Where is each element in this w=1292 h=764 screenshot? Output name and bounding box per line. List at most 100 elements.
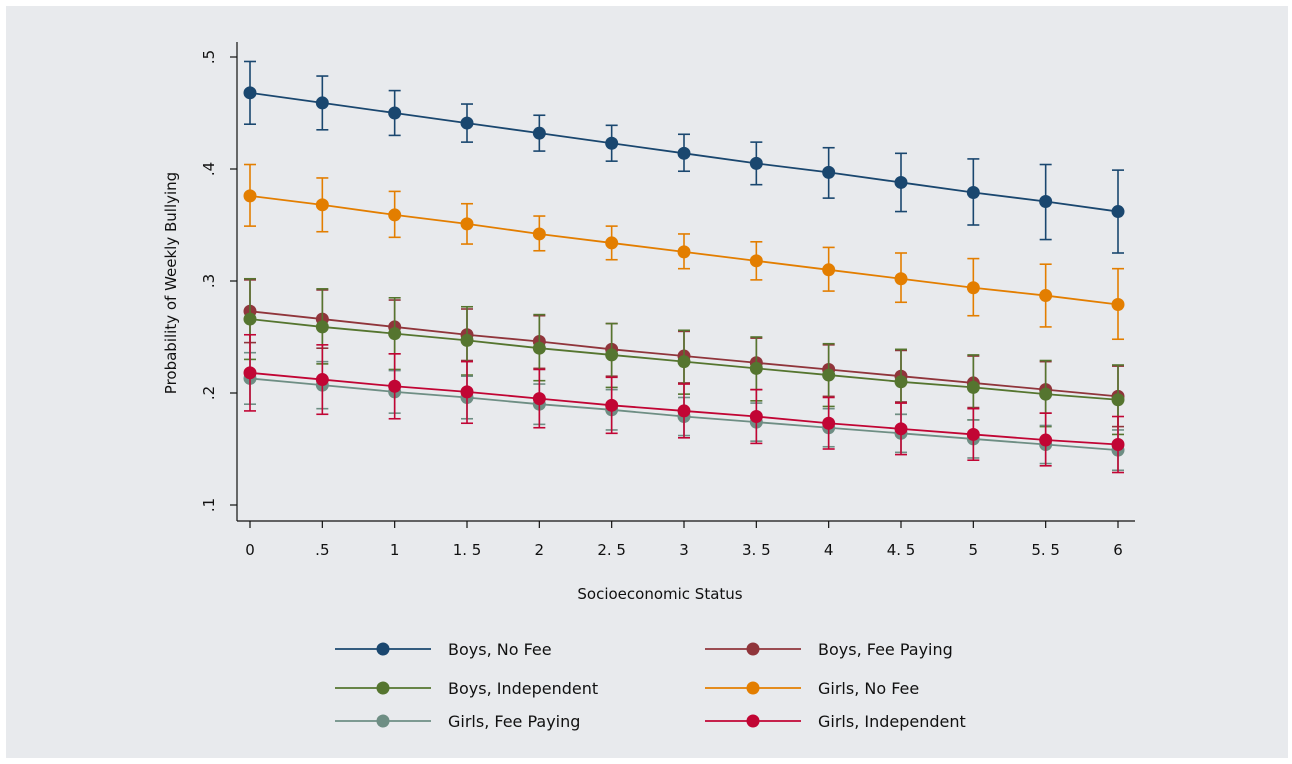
legend-marker xyxy=(746,642,760,656)
data-point xyxy=(966,380,980,394)
data-point xyxy=(749,254,763,268)
data-point xyxy=(677,146,691,160)
y-tick-label: .5 xyxy=(200,50,218,64)
data-point xyxy=(894,422,908,436)
data-point xyxy=(605,136,619,150)
legend-label: Girls, Fee Paying xyxy=(448,712,580,731)
x-tick-label: 3. 5 xyxy=(742,541,771,559)
legend-label: Boys, No Fee xyxy=(448,640,552,659)
data-point xyxy=(677,355,691,369)
data-point xyxy=(749,361,763,375)
x-tick-label: 5 xyxy=(969,541,979,559)
legend-marker xyxy=(376,642,390,656)
legend-marker xyxy=(376,714,390,728)
x-tick-label: .5 xyxy=(315,541,329,559)
data-point xyxy=(460,385,474,399)
legend: Boys, No Fee Boys, Fee Paying Boys, Indepe… xyxy=(335,640,966,731)
data-point xyxy=(605,348,619,362)
legend-item-boys-independent: Boys, Independent xyxy=(335,679,598,698)
x-tick-label: 4. 5 xyxy=(887,541,916,559)
data-point xyxy=(677,404,691,418)
data-point xyxy=(894,272,908,286)
legend-marker xyxy=(376,681,390,695)
data-point xyxy=(388,208,402,222)
x-tick-label: 1 xyxy=(390,541,400,559)
data-point xyxy=(1111,205,1125,219)
x-tick-label: 5. 5 xyxy=(1031,541,1060,559)
data-point xyxy=(966,281,980,295)
data-point xyxy=(822,263,836,277)
series-girls-no-fee xyxy=(243,163,1125,341)
x-axis-ticks: 0 .5 1 1. 5 2 2. 5 3 3. 5 4 4. 5 5 5. 5 6 xyxy=(245,521,1123,559)
data-point xyxy=(822,368,836,382)
data-point xyxy=(749,156,763,170)
data-point xyxy=(243,189,257,203)
y-tick-label: .4 xyxy=(200,162,218,176)
data-point xyxy=(460,333,474,347)
y-axis-title: Probability of Weekly Bullying xyxy=(162,172,180,394)
y-tick-label: .1 xyxy=(200,498,218,512)
legend-label: Girls, Independent xyxy=(818,712,966,731)
data-point xyxy=(677,245,691,259)
series-boys-no-fee xyxy=(243,60,1125,254)
data-point xyxy=(1111,393,1125,407)
x-tick-label: 4 xyxy=(824,541,834,559)
legend-marker xyxy=(746,714,760,728)
data-point xyxy=(749,410,763,424)
series-layer xyxy=(243,60,1125,474)
data-point xyxy=(315,96,329,110)
data-point xyxy=(532,341,546,355)
data-point xyxy=(388,327,402,341)
data-point xyxy=(1111,298,1125,312)
legend-item-girls-independent: Girls, Independent xyxy=(705,712,966,731)
data-point xyxy=(966,427,980,441)
legend-label: Boys, Independent xyxy=(448,679,598,698)
legend-label: Girls, No Fee xyxy=(818,679,919,698)
data-point xyxy=(243,86,257,100)
y-tick-label: .3 xyxy=(200,274,218,288)
x-tick-label: 2 xyxy=(535,541,545,559)
data-point xyxy=(1039,433,1053,447)
legend-item-girls-no-fee: Girls, No Fee xyxy=(705,679,919,698)
data-point xyxy=(243,366,257,380)
data-point xyxy=(605,398,619,412)
legend-item-boys-no-fee: Boys, No Fee xyxy=(335,640,552,659)
data-point xyxy=(532,126,546,140)
x-axis-title: Socioeconomic Status xyxy=(577,585,742,603)
x-tick-label: 6 xyxy=(1113,541,1123,559)
data-point xyxy=(605,236,619,250)
data-point xyxy=(1111,438,1125,452)
y-tick-label: .2 xyxy=(200,386,218,400)
legend-label: Boys, Fee Paying xyxy=(818,640,953,659)
data-point xyxy=(315,373,329,387)
plot-background xyxy=(237,42,1135,521)
data-point xyxy=(894,375,908,389)
y-axis-ticks: .1 .2 .3 .4 .5 xyxy=(200,50,237,512)
x-tick-label: 3 xyxy=(679,541,689,559)
data-point xyxy=(532,392,546,406)
x-tick-label: 2. 5 xyxy=(597,541,626,559)
data-point xyxy=(822,416,836,430)
data-point xyxy=(1039,387,1053,401)
data-point xyxy=(315,198,329,212)
data-point xyxy=(894,175,908,189)
legend-item-boys-fee-paying: Boys, Fee Paying xyxy=(705,640,953,659)
data-point xyxy=(966,186,980,200)
legend-marker xyxy=(746,681,760,695)
data-point xyxy=(460,116,474,130)
x-tick-label: 0 xyxy=(245,541,255,559)
data-point xyxy=(1039,289,1053,303)
data-point xyxy=(460,217,474,231)
data-point xyxy=(315,320,329,334)
data-point xyxy=(388,106,402,120)
series-girls-independent xyxy=(243,333,1125,474)
data-point xyxy=(1039,194,1053,208)
data-point xyxy=(822,165,836,179)
data-point xyxy=(532,227,546,241)
x-tick-label: 1. 5 xyxy=(453,541,482,559)
data-point xyxy=(243,312,257,326)
legend-item-girls-fee-paying: Girls, Fee Paying xyxy=(335,712,580,731)
data-point xyxy=(388,379,402,393)
